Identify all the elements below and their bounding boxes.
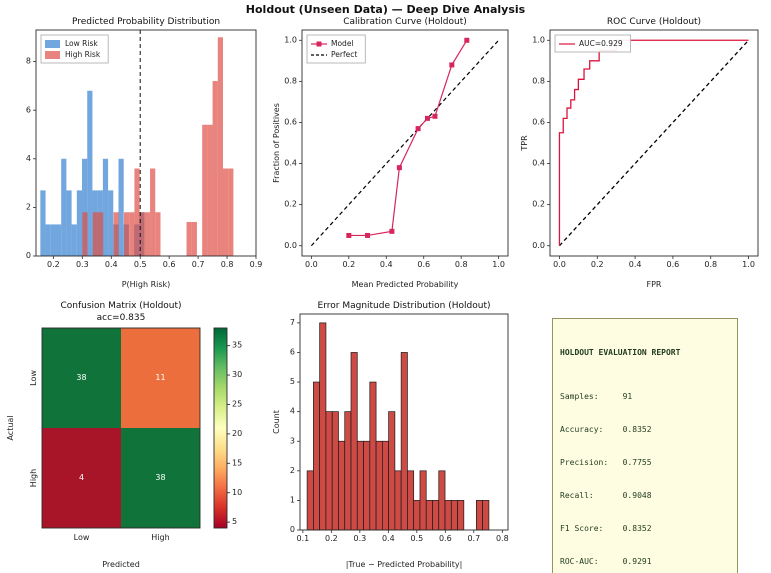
report-line-rocauc: ROC-AUC: 0.9291 bbox=[560, 557, 652, 566]
report-title: HOLDOUT EVALUATION REPORT bbox=[560, 348, 681, 357]
report-line-recall: Recall: 0.9048 bbox=[560, 491, 652, 500]
confusion-matrix-chart bbox=[2, 296, 264, 572]
report-line-f1: F1 Score: 0.8352 bbox=[560, 524, 652, 533]
report-line-precision: Precision: 0.7755 bbox=[560, 458, 652, 467]
holdout-evaluation-report: HOLDOUT EVALUATION REPORT Samples: 91 Ac… bbox=[552, 318, 738, 573]
report-line-accuracy: Accuracy: 0.8352 bbox=[560, 425, 652, 434]
roc-curve-chart bbox=[516, 12, 768, 292]
report-line-samples: Samples: 91 bbox=[560, 392, 633, 401]
calibration-curve-chart bbox=[268, 12, 518, 292]
probability-distribution-chart bbox=[6, 12, 264, 292]
error-magnitude-chart bbox=[268, 296, 520, 572]
